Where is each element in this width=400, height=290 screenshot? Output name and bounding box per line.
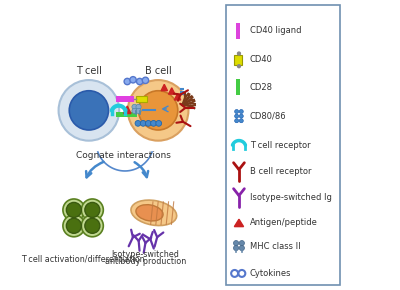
Circle shape bbox=[234, 240, 239, 246]
Circle shape bbox=[136, 78, 143, 85]
Text: B cell receptor: B cell receptor bbox=[250, 167, 311, 176]
Text: Antigen/peptide: Antigen/peptide bbox=[250, 218, 318, 227]
Text: T cell activation/differentiation: T cell activation/differentiation bbox=[21, 254, 145, 263]
Circle shape bbox=[66, 218, 81, 233]
Bar bbox=[116, 112, 137, 117]
Circle shape bbox=[235, 110, 239, 114]
Ellipse shape bbox=[131, 200, 177, 226]
Text: Cytokines: Cytokines bbox=[250, 269, 291, 278]
Circle shape bbox=[136, 104, 141, 110]
Circle shape bbox=[235, 114, 239, 118]
Text: T cell: T cell bbox=[76, 66, 102, 76]
Text: CD40 ligand: CD40 ligand bbox=[250, 26, 301, 35]
Circle shape bbox=[66, 202, 81, 218]
Text: B cell: B cell bbox=[145, 66, 172, 76]
Circle shape bbox=[151, 120, 156, 126]
Text: Cognate interactions: Cognate interactions bbox=[76, 151, 171, 160]
FancyBboxPatch shape bbox=[226, 5, 340, 285]
Circle shape bbox=[235, 119, 239, 123]
Circle shape bbox=[238, 65, 240, 68]
Text: CD28: CD28 bbox=[250, 83, 273, 92]
Circle shape bbox=[85, 202, 100, 218]
Circle shape bbox=[128, 80, 188, 141]
Text: CD40: CD40 bbox=[250, 55, 272, 64]
Text: Isotype-switched Ig: Isotype-switched Ig bbox=[250, 193, 332, 202]
Circle shape bbox=[238, 52, 240, 55]
Circle shape bbox=[132, 108, 137, 114]
Polygon shape bbox=[168, 88, 175, 94]
Bar bbox=[234, 55, 242, 65]
Circle shape bbox=[239, 114, 243, 118]
Bar bbox=[136, 96, 148, 102]
Bar bbox=[116, 96, 134, 102]
Circle shape bbox=[132, 104, 137, 110]
Circle shape bbox=[136, 108, 141, 114]
Circle shape bbox=[142, 77, 149, 84]
Text: CD80/86: CD80/86 bbox=[250, 112, 286, 121]
Circle shape bbox=[234, 245, 239, 251]
Circle shape bbox=[69, 91, 108, 130]
Circle shape bbox=[239, 110, 243, 114]
Bar bbox=[56, 1, 226, 289]
Circle shape bbox=[81, 199, 103, 221]
Bar bbox=[236, 79, 240, 95]
Ellipse shape bbox=[136, 205, 163, 221]
Circle shape bbox=[58, 80, 119, 141]
Text: Isotype-switched: Isotype-switched bbox=[111, 250, 179, 259]
Circle shape bbox=[156, 120, 162, 126]
Polygon shape bbox=[124, 106, 131, 114]
Circle shape bbox=[130, 77, 136, 83]
Circle shape bbox=[140, 120, 146, 126]
Circle shape bbox=[146, 120, 151, 126]
Circle shape bbox=[85, 218, 100, 233]
Polygon shape bbox=[161, 84, 168, 91]
Circle shape bbox=[135, 120, 141, 126]
Text: antibody production: antibody production bbox=[104, 257, 186, 266]
Circle shape bbox=[63, 199, 85, 221]
Circle shape bbox=[124, 78, 130, 85]
Bar bbox=[236, 23, 240, 39]
Polygon shape bbox=[174, 94, 181, 100]
Circle shape bbox=[63, 215, 85, 237]
Circle shape bbox=[239, 245, 244, 251]
Polygon shape bbox=[234, 219, 244, 226]
Circle shape bbox=[239, 240, 244, 246]
Circle shape bbox=[138, 91, 178, 130]
Text: T cell receptor: T cell receptor bbox=[250, 140, 310, 150]
Circle shape bbox=[81, 215, 103, 237]
Circle shape bbox=[239, 119, 243, 123]
Text: MHC class II: MHC class II bbox=[250, 242, 300, 251]
